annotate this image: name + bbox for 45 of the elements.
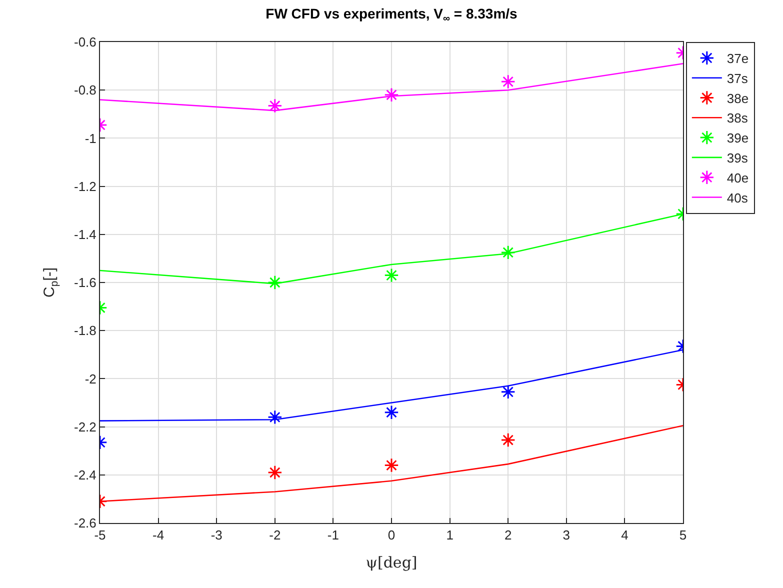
x-tick-label: 5 xyxy=(679,528,687,543)
legend-label: 39s xyxy=(726,150,748,166)
y-tick-label: -1.8 xyxy=(74,323,96,338)
legend-label: 39e xyxy=(726,130,749,146)
legend-label: 37e xyxy=(726,51,749,66)
point xyxy=(384,405,399,420)
chart-title: FW CFD vs experiments, V$_{∞}$ = 8.33m/s xyxy=(266,6,518,25)
legend-label: 40e xyxy=(726,170,749,186)
x-tick-label: -5 xyxy=(94,528,106,543)
x-tick-label: -4 xyxy=(152,528,164,543)
x-tick-label: 3 xyxy=(562,528,570,543)
y-tick-label: -1.2 xyxy=(74,178,96,194)
x-tick-label: 0 xyxy=(388,528,396,543)
legend-label: 38s xyxy=(726,110,748,126)
legend-label: 37s xyxy=(726,70,748,86)
x-tick-label: 4 xyxy=(621,528,628,543)
x-tick-label: 1 xyxy=(446,528,454,543)
point xyxy=(384,458,399,473)
legend-label: 40s xyxy=(726,190,748,206)
legend-label: 38e xyxy=(726,90,749,106)
point xyxy=(268,98,282,114)
point xyxy=(384,88,399,102)
point xyxy=(500,74,516,90)
point xyxy=(268,465,282,480)
y-tick-label: -1 xyxy=(84,130,96,146)
x-tick-label: 2 xyxy=(504,528,512,543)
y-tick-label: -1.4 xyxy=(74,226,96,242)
point xyxy=(268,275,282,290)
y-tick-label: -0.6 xyxy=(74,34,96,50)
y-tick-label: -2 xyxy=(84,371,96,386)
point xyxy=(500,432,516,448)
point xyxy=(384,268,399,283)
x-tick-label: -1 xyxy=(327,528,339,543)
line-series xyxy=(100,63,683,112)
x-tick-label: -3 xyxy=(210,528,222,543)
x-tick-label: -2 xyxy=(269,528,281,543)
y-tick-label: -0.8 xyxy=(74,82,96,98)
point xyxy=(268,410,282,425)
point xyxy=(500,384,516,400)
y-tick-label: -2.2 xyxy=(74,419,96,434)
y-tick-label: -1.6 xyxy=(74,275,96,290)
y-tick-label: -2.4 xyxy=(74,467,96,482)
y-tick-label: -2.6 xyxy=(74,516,96,531)
point xyxy=(500,245,516,260)
x-axis-title: ψ[deg] xyxy=(366,554,418,572)
